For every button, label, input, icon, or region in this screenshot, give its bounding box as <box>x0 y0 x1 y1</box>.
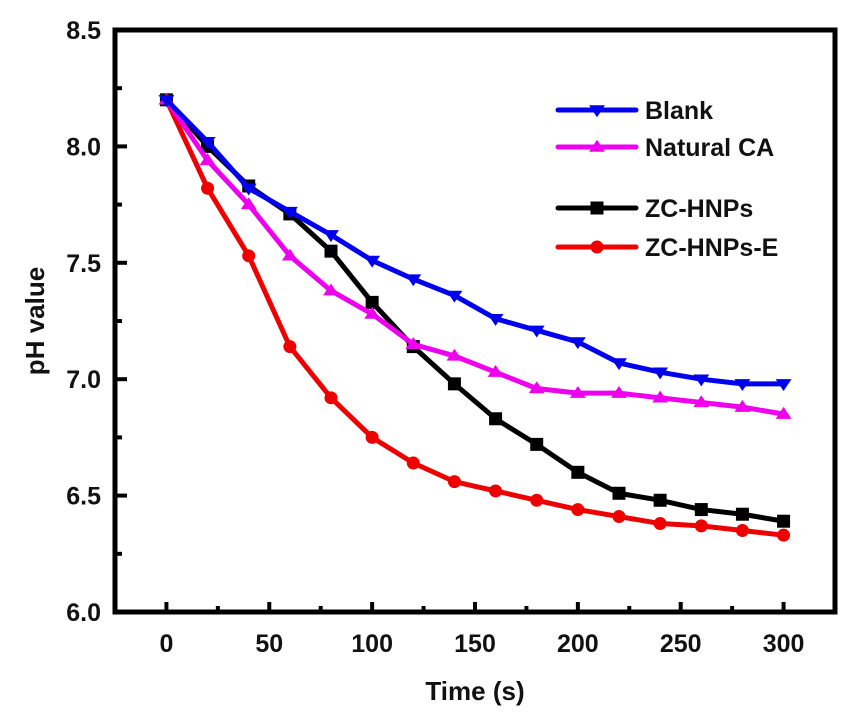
data-point <box>694 519 708 533</box>
data-point <box>777 528 791 542</box>
data-point <box>571 503 585 517</box>
data-point <box>364 306 381 319</box>
x-tick-label: 100 <box>351 630 393 658</box>
data-point <box>612 486 626 500</box>
data-point <box>446 290 463 303</box>
y-tick-label: 7.0 <box>66 366 101 394</box>
data-point <box>201 181 215 195</box>
data-point <box>405 274 422 287</box>
data-point <box>735 507 749 521</box>
legend-marker <box>590 240 604 254</box>
data-point <box>242 249 256 263</box>
legend-item: ZC-HNPs <box>555 195 753 223</box>
legend-label: ZC-HNPs <box>645 195 753 223</box>
data-point <box>283 340 297 354</box>
legend-item: Blank <box>555 97 713 125</box>
y-tick-label: 6.5 <box>66 483 101 511</box>
data-point <box>528 381 545 394</box>
data-point <box>530 437 544 451</box>
y-tick-label: 7.5 <box>66 250 101 278</box>
series-line <box>164 98 784 538</box>
y-axis: 6.0 6.5 7.0 7.5 8.0 8.5 <box>66 17 127 627</box>
data-point <box>447 475 461 489</box>
series-line <box>164 98 784 417</box>
legend-label: Blank <box>645 97 713 125</box>
data-point <box>612 510 626 524</box>
plot-frame <box>112 27 838 615</box>
legend: Blank Natural CA ZC-HNPs ZC-HNPs-E <box>555 97 778 262</box>
data-point <box>323 283 339 296</box>
data-point <box>653 517 667 531</box>
data-point <box>324 244 338 258</box>
data-point <box>364 255 381 268</box>
data-point <box>199 153 216 166</box>
data-point <box>775 379 792 392</box>
data-point <box>447 377 461 391</box>
data-point <box>489 484 503 498</box>
legend-marker <box>589 139 605 152</box>
x-tick-label: 300 <box>763 630 805 658</box>
data-point <box>652 367 669 380</box>
data-point <box>405 337 422 349</box>
y-tick-label: 6.0 <box>66 599 101 627</box>
x-tick-label: 150 <box>454 630 496 658</box>
data-point <box>323 230 339 243</box>
data-point <box>240 183 257 196</box>
data-point <box>775 406 792 419</box>
x-tick-label: 250 <box>660 630 702 658</box>
data-point <box>530 493 544 507</box>
data-point <box>569 385 586 398</box>
y-tick-label: 8.5 <box>66 17 101 45</box>
data-point <box>324 391 338 405</box>
data-point <box>406 456 420 470</box>
legend-marker <box>589 105 605 118</box>
series-layer <box>158 92 792 542</box>
legend-label: Natural CA <box>645 134 774 162</box>
data-point <box>734 399 751 412</box>
legend-item: ZC-HNPs-E <box>555 234 778 262</box>
data-point <box>611 385 627 398</box>
data-point <box>240 197 257 210</box>
legend-marker <box>590 201 604 215</box>
data-point <box>693 395 710 408</box>
data-point <box>569 337 586 350</box>
series-natural-ca <box>158 92 792 419</box>
series-blank <box>158 95 792 392</box>
data-point <box>365 295 379 309</box>
data-point <box>734 379 751 392</box>
y-tick-label: 8.0 <box>66 133 101 161</box>
legend-item: Natural CA <box>555 134 774 162</box>
legend-label: ZC-HNPs-E <box>645 234 778 262</box>
data-point <box>693 374 710 387</box>
x-axis-title: Time (s) <box>425 676 524 706</box>
data-point <box>653 493 667 507</box>
series-zc-hnps-e <box>159 93 791 542</box>
data-point <box>446 348 463 361</box>
data-point <box>365 430 379 444</box>
data-point <box>694 503 708 517</box>
data-point <box>735 524 749 538</box>
data-point <box>199 137 216 149</box>
data-point <box>489 412 503 426</box>
data-point <box>487 365 504 377</box>
data-point <box>777 514 791 528</box>
data-point <box>281 206 298 219</box>
data-point <box>652 390 669 403</box>
data-point <box>528 325 545 338</box>
data-point <box>158 95 175 108</box>
x-tick-label: 0 <box>159 630 173 658</box>
data-point <box>571 465 585 479</box>
data-point <box>281 248 298 261</box>
x-tick-label: 200 <box>557 630 599 658</box>
series-line <box>164 98 784 524</box>
series-line <box>164 98 784 387</box>
x-tick-label: 50 <box>255 630 283 658</box>
data-point <box>487 313 504 326</box>
data-point <box>611 358 627 371</box>
x-axis: 0 50 100 150 200 250 300 <box>159 602 804 658</box>
y-axis-title: pH value <box>20 267 50 375</box>
